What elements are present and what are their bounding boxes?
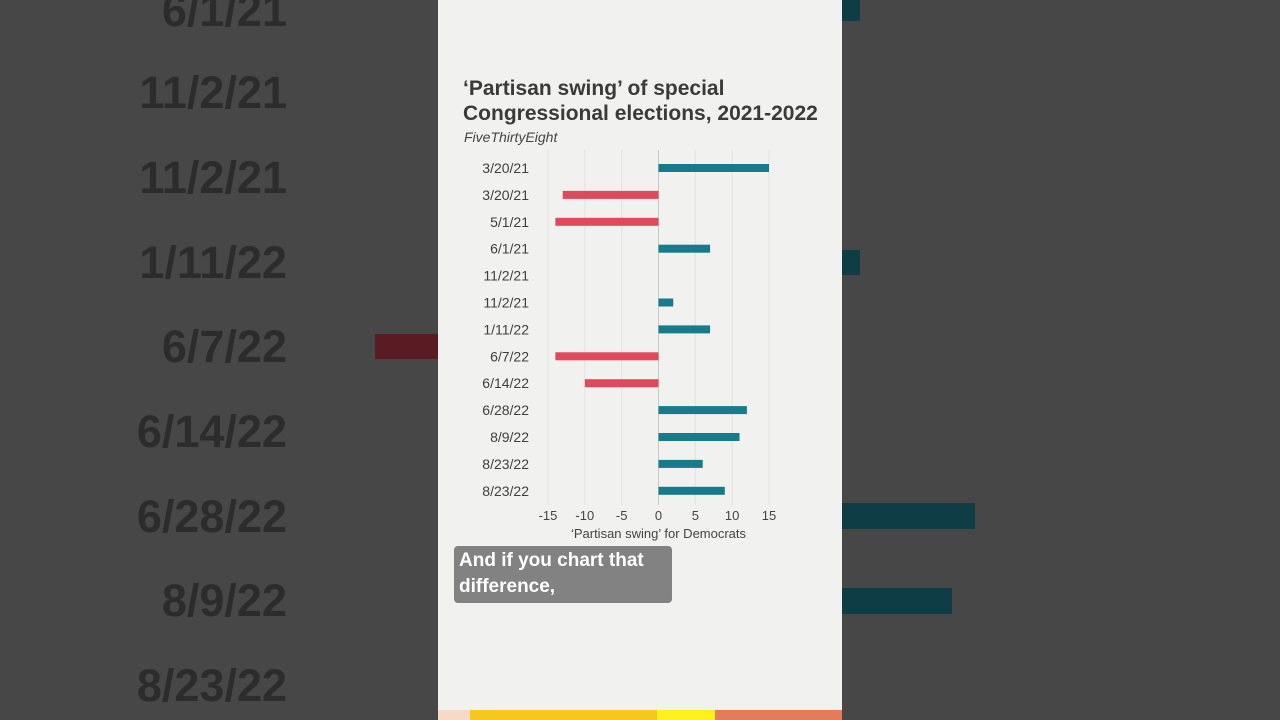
subtitle-caption: And if you chart that difference, [454,546,672,603]
category-label: 6/1/21 [490,241,529,257]
backdrop-label: 8/23/22 [137,660,287,711]
bar-positive [658,244,711,253]
backdrop-label: 6/14/22 [137,406,287,457]
bar-positive [658,433,740,441]
x-tick-label: -5 [616,508,628,523]
strip-segment [657,710,715,720]
x-tick-label: 10 [725,508,739,523]
x-tick-label: -15 [539,508,558,523]
backdrop-bar [842,0,860,21]
chart-title: ‘Partisan swing’ of special Congressiona… [463,77,818,125]
strip-segment [438,710,470,720]
category-label: 11/2/21 [483,295,529,311]
partisan-swing-chart: -15 -10 -5 0 5 10 15 ‘Partisan swing’ for Democ… [482,150,776,541]
bar-positive [658,298,674,307]
backdrop-label: 1/11/22 [139,237,287,288]
category-label: 3/20/21 [482,160,529,176]
category-label: 1/11/22 [483,321,529,337]
backdrop-bar [842,503,975,529]
category-label: 11/2/21 [483,268,529,284]
bar-negative [555,352,659,361]
backdrop-label: 11/2/21 [139,152,287,203]
category-label: 6/14/22 [482,375,529,391]
bar-positive [658,486,725,495]
bar-negative [584,379,659,388]
backdrop-bar [842,588,952,614]
bar-positive [658,164,769,172]
bar-positive [658,459,703,468]
category-label: 6/28/22 [482,402,529,418]
bar-positive [658,325,711,334]
caption-line-1: And if you chart that [459,550,644,571]
video-panel[interactable]: ‘Partisan swing’ of special Congressiona… [438,0,842,720]
x-tick-label: 5 [692,508,699,523]
backdrop-bar [375,334,438,359]
strip-segment [715,710,842,720]
color-strip [438,710,842,720]
backdrop-label: 6/1/21 [162,0,287,36]
backdrop-label: 6/28/22 [137,491,287,542]
category-label: 5/1/21 [490,214,529,230]
caption-line-2: difference, [459,576,556,597]
bar-negative [555,217,659,226]
backdrop-label: 6/7/22 [162,321,287,372]
backdrop-bar [842,250,860,275]
category-label: 8/9/22 [490,429,529,445]
x-tick-label: 0 [655,508,662,523]
backdrop-label: 11/2/21 [139,67,287,118]
x-axis-label: ‘Partisan swing’ for Democrats [571,526,747,541]
backdrop-label: 8/9/22 [162,575,287,626]
strip-segment [470,710,657,720]
category-label: 6/7/22 [490,348,529,364]
bar-positive [658,406,747,415]
bar-negative [562,190,659,199]
category-label: 8/23/22 [482,456,529,472]
chart-source: FiveThirtyEight [464,129,558,145]
category-label: 8/23/22 [482,483,529,499]
x-tick-label: 15 [762,508,776,523]
x-tick-label: -10 [575,508,594,523]
category-label: 3/20/21 [482,187,529,203]
